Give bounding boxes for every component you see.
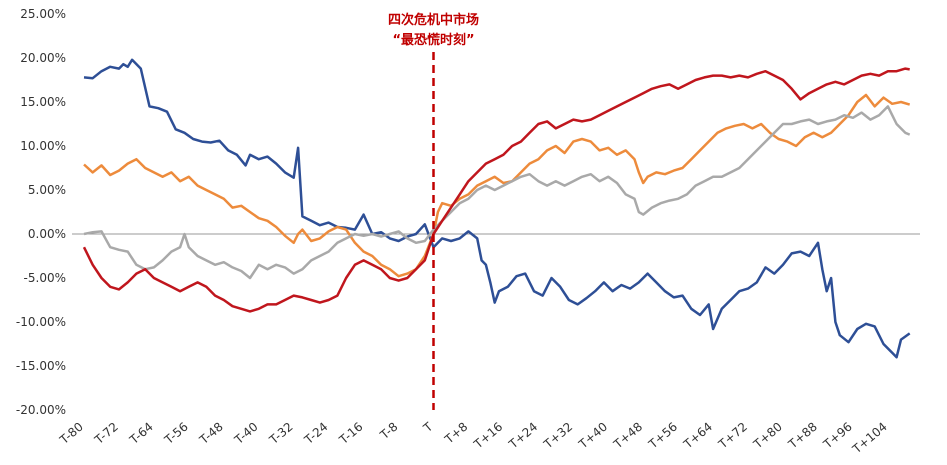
x-tick-label: T+32	[540, 420, 575, 452]
x-tick-label: T+8	[441, 420, 470, 447]
series-line-2	[83, 93, 911, 278]
x-tick-label: T-40	[231, 420, 261, 448]
x-tick-label: T+64	[680, 420, 715, 452]
x-tick-label: T-56	[161, 420, 191, 448]
y-tick-label: -15.00%	[16, 359, 66, 373]
x-tick-label: T-80	[56, 420, 86, 448]
annotation-line-1: 四次危机中市场	[388, 12, 479, 28]
y-tick-label: 20.00%	[20, 51, 66, 65]
series-line-1	[83, 58, 911, 359]
y-tick-label: -20.00%	[16, 403, 66, 417]
series-line-3	[83, 105, 911, 280]
x-tick-label: T+96	[820, 420, 855, 452]
x-tick-label: T+40	[575, 420, 610, 452]
y-tick-label: -10.00%	[16, 315, 66, 329]
x-tick-label: T	[420, 419, 436, 436]
series-lines	[82, 58, 911, 359]
y-tick-label: 10.00%	[20, 139, 66, 153]
x-tick-label: T-32	[266, 420, 296, 448]
x-tick-label: T+104	[849, 420, 890, 457]
x-tick-label: T-8	[377, 420, 401, 443]
y-tick-label: 0.00%	[28, 227, 66, 241]
annotation-line-2: “最恐慌时刻”	[392, 32, 474, 48]
x-tick-label: T+88	[785, 420, 820, 452]
x-tick-label: T-48	[196, 420, 226, 448]
series-line-4	[82, 67, 910, 313]
x-tick-label: T+72	[715, 420, 750, 452]
y-axis-labels: 25.00% 20.00% 15.00% 10.00% 5.00% 0.00% -5.00%…	[16, 7, 66, 417]
y-tick-label: -5.00%	[24, 271, 66, 285]
x-tick-label: T+16	[471, 420, 506, 452]
x-tick-label: T-64	[126, 420, 156, 448]
x-tick-label: T-16	[336, 420, 366, 448]
x-tick-label: T-72	[91, 420, 121, 448]
y-tick-label: 15.00%	[20, 95, 66, 109]
x-tick-label: T+56	[645, 420, 680, 452]
x-tick-label: T+80	[750, 420, 785, 452]
x-tick-label: T+24	[505, 420, 540, 452]
x-tick-label: T+48	[610, 420, 645, 452]
y-tick-label: 25.00%	[20, 7, 66, 21]
y-tick-label: 5.00%	[28, 183, 66, 197]
x-tick-label: T-24	[301, 420, 331, 448]
x-axis-labels: T-80 T-72 T-64 T-56 T-48 T-40 T-32 T-24 T-16 T-8 T…	[56, 419, 889, 457]
